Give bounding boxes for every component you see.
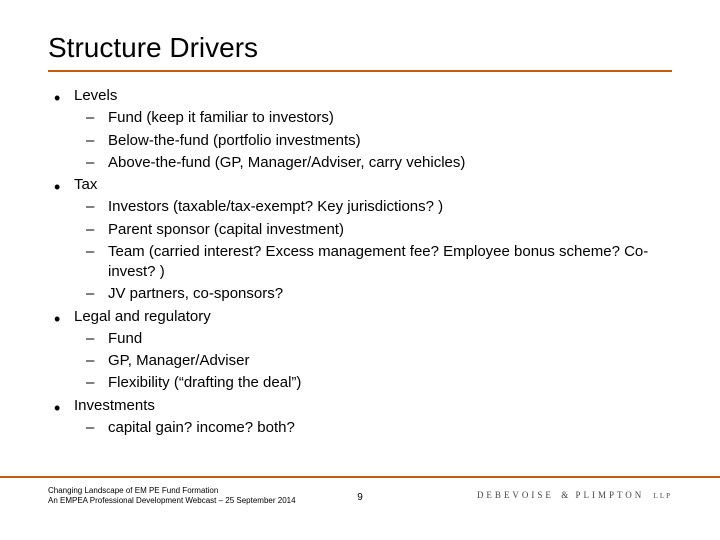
bullet-label: Tax bbox=[74, 176, 97, 193]
bullet-label: Levels bbox=[74, 87, 117, 104]
sub-item: capital gain? income? both? bbox=[74, 418, 672, 438]
firm-logo: DEBEVOISE & PLIMPTON LLP bbox=[477, 490, 672, 500]
logo-suffix: LLP bbox=[654, 492, 672, 500]
footer-line2: An EMPEA Professional Development Webcas… bbox=[48, 496, 296, 506]
footer-line1: Changing Landscape of EM PE Fund Formati… bbox=[48, 486, 296, 496]
sub-list: Investors (taxable/tax-exempt? Key juris… bbox=[74, 197, 672, 304]
slide-content: Levels Fund (keep it familiar to investo… bbox=[48, 86, 672, 438]
slide: Structure Drivers Levels Fund (keep it f… bbox=[0, 0, 720, 540]
logo-part2: PLIMPTON bbox=[575, 490, 644, 500]
bullet-item: Legal and regulatory Fund GP, Manager/Ad… bbox=[48, 307, 672, 394]
sub-item: JV partners, co-sponsors? bbox=[74, 284, 672, 304]
footer-text: Changing Landscape of EM PE Fund Formati… bbox=[48, 486, 296, 507]
slide-title: Structure Drivers bbox=[48, 32, 672, 72]
bullet-list: Levels Fund (keep it familiar to investo… bbox=[48, 86, 672, 438]
footer: Changing Landscape of EM PE Fund Formati… bbox=[0, 476, 720, 516]
bullet-label: Investments bbox=[74, 397, 155, 414]
sub-list: capital gain? income? both? bbox=[74, 418, 672, 438]
page-number: 9 bbox=[357, 492, 363, 503]
sub-item: Flexibility (“drafting the deal”) bbox=[74, 373, 672, 393]
sub-item: Investors (taxable/tax-exempt? Key juris… bbox=[74, 197, 672, 217]
sub-item: Above-the-fund (GP, Manager/Adviser, car… bbox=[74, 153, 672, 173]
sub-list: Fund (keep it familiar to investors) Bel… bbox=[74, 108, 672, 173]
sub-item: Fund bbox=[74, 329, 672, 349]
sub-item: Parent sponsor (capital investment) bbox=[74, 220, 672, 240]
sub-item: Fund (keep it familiar to investors) bbox=[74, 108, 672, 128]
bullet-item: Investments capital gain? income? both? bbox=[48, 396, 672, 439]
logo-part1: DEBEVOISE bbox=[477, 490, 554, 500]
sub-list: Fund GP, Manager/Adviser Flexibility (“d… bbox=[74, 329, 672, 394]
bullet-item: Tax Investors (taxable/tax-exempt? Key j… bbox=[48, 175, 672, 305]
sub-item: Team (carried interest? Excess managemen… bbox=[74, 242, 672, 283]
bullet-label: Legal and regulatory bbox=[74, 308, 211, 325]
sub-item: Below-the-fund (portfolio investments) bbox=[74, 131, 672, 151]
logo-ampersand: & bbox=[561, 490, 568, 500]
bullet-item: Levels Fund (keep it familiar to investo… bbox=[48, 86, 672, 173]
sub-item: GP, Manager/Adviser bbox=[74, 351, 672, 371]
